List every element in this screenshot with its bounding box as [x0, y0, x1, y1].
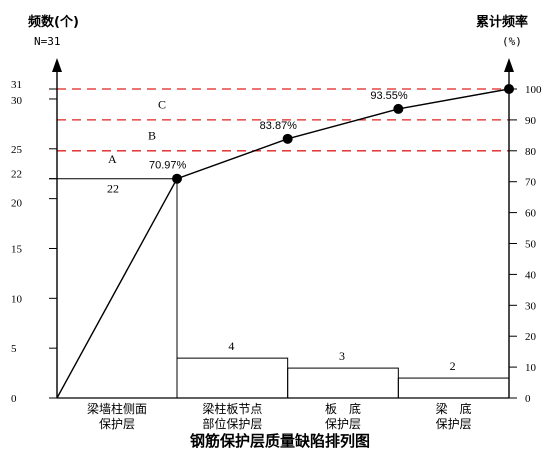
cumulative-label-1: 83.87%: [260, 120, 298, 132]
bar-1: [176, 357, 289, 399]
right-tick-label-0: 0: [525, 393, 531, 405]
bars: 22 4 3 2: [57, 178, 510, 399]
left-tick-label-31: 31: [11, 79, 22, 91]
right-tick-label-20: 20: [525, 331, 537, 343]
right-tick-label-90: 90: [525, 115, 537, 127]
right-axis-arrow: [504, 58, 514, 72]
right-axis-ticks: 0 10 20 30 40 50 60 70 80 90 100: [509, 84, 542, 405]
bar-value-2: 3: [339, 349, 345, 363]
category-label-0-line-1: 保护层: [99, 417, 135, 431]
right-tick-label-80: 80: [525, 146, 537, 158]
cumulative-polyline: [56, 88, 510, 399]
zone-lines: A B C: [57, 88, 509, 166]
left-axis-title: 频数(个): [28, 14, 79, 30]
left-tick-label-15: 15: [11, 243, 23, 255]
right-tick-label-30: 30: [525, 300, 537, 312]
right-tick-label-50: 50: [525, 239, 537, 251]
cumulative-point-0: [172, 173, 182, 184]
right-tick-label-10: 10: [525, 362, 537, 374]
chart-title: 钢筋保护层质量缺陷排列图: [190, 432, 370, 450]
left-tick-label-22: 22: [11, 169, 22, 181]
cumulative-point-3: [504, 84, 514, 94]
bar-value-1: 4: [228, 339, 234, 353]
category-label-2-line-1: 保护层: [325, 417, 361, 431]
axes: [49, 58, 514, 399]
cumulative-label-2: 93.55%: [370, 90, 408, 102]
left-axis-ticks: 0 5 10 15 20 22 25 30 31: [11, 79, 57, 405]
cumulative-point-1: [282, 133, 293, 144]
bar-value-3: 2: [450, 359, 456, 373]
left-tick-label-10: 10: [11, 293, 23, 305]
bar-2: [287, 367, 399, 399]
left-tick-label-25: 25: [11, 144, 23, 156]
right-tick-label-70: 70: [525, 177, 537, 189]
zone-label-C: C: [158, 97, 166, 111]
category-label-1-line-0: 梁柱板节点: [202, 401, 262, 416]
category-label-0-line-0: 梁墙柱侧面: [87, 401, 147, 416]
left-axis-subtitle: N=31: [34, 35, 61, 48]
category-label-2-line-0: 板 底: [325, 401, 361, 416]
right-axis-title: 累计频率: [476, 14, 528, 30]
cumulative-point-2: [393, 103, 404, 114]
right-tick-label-40: 40: [525, 269, 537, 281]
bar-3: [397, 377, 510, 399]
left-tick-label-0: 0: [11, 393, 17, 405]
zone-label-B: B: [148, 128, 156, 142]
cumulative-label-0: 70.97%: [149, 160, 187, 172]
category-label-1-line-1: 部位保护层: [202, 416, 262, 431]
right-tick-label-60: 60: [525, 208, 537, 220]
category-label-3-line-0: 梁 底: [436, 401, 472, 416]
left-tick-label-30: 30: [11, 95, 23, 107]
left-axis-arrow: [52, 58, 62, 72]
category-label-3-line-1: 保护层: [436, 417, 472, 431]
cumulative-line: 70.97% 83.87% 93.55%: [56, 84, 514, 399]
left-tick-label-20: 20: [11, 198, 23, 210]
right-tick-label-100: 100: [525, 84, 542, 96]
bar-value-0: 22: [107, 182, 119, 196]
left-tick-label-5: 5: [11, 343, 17, 355]
right-axis-subtitle: (%): [502, 35, 522, 48]
zone-label-A: A: [108, 152, 117, 166]
